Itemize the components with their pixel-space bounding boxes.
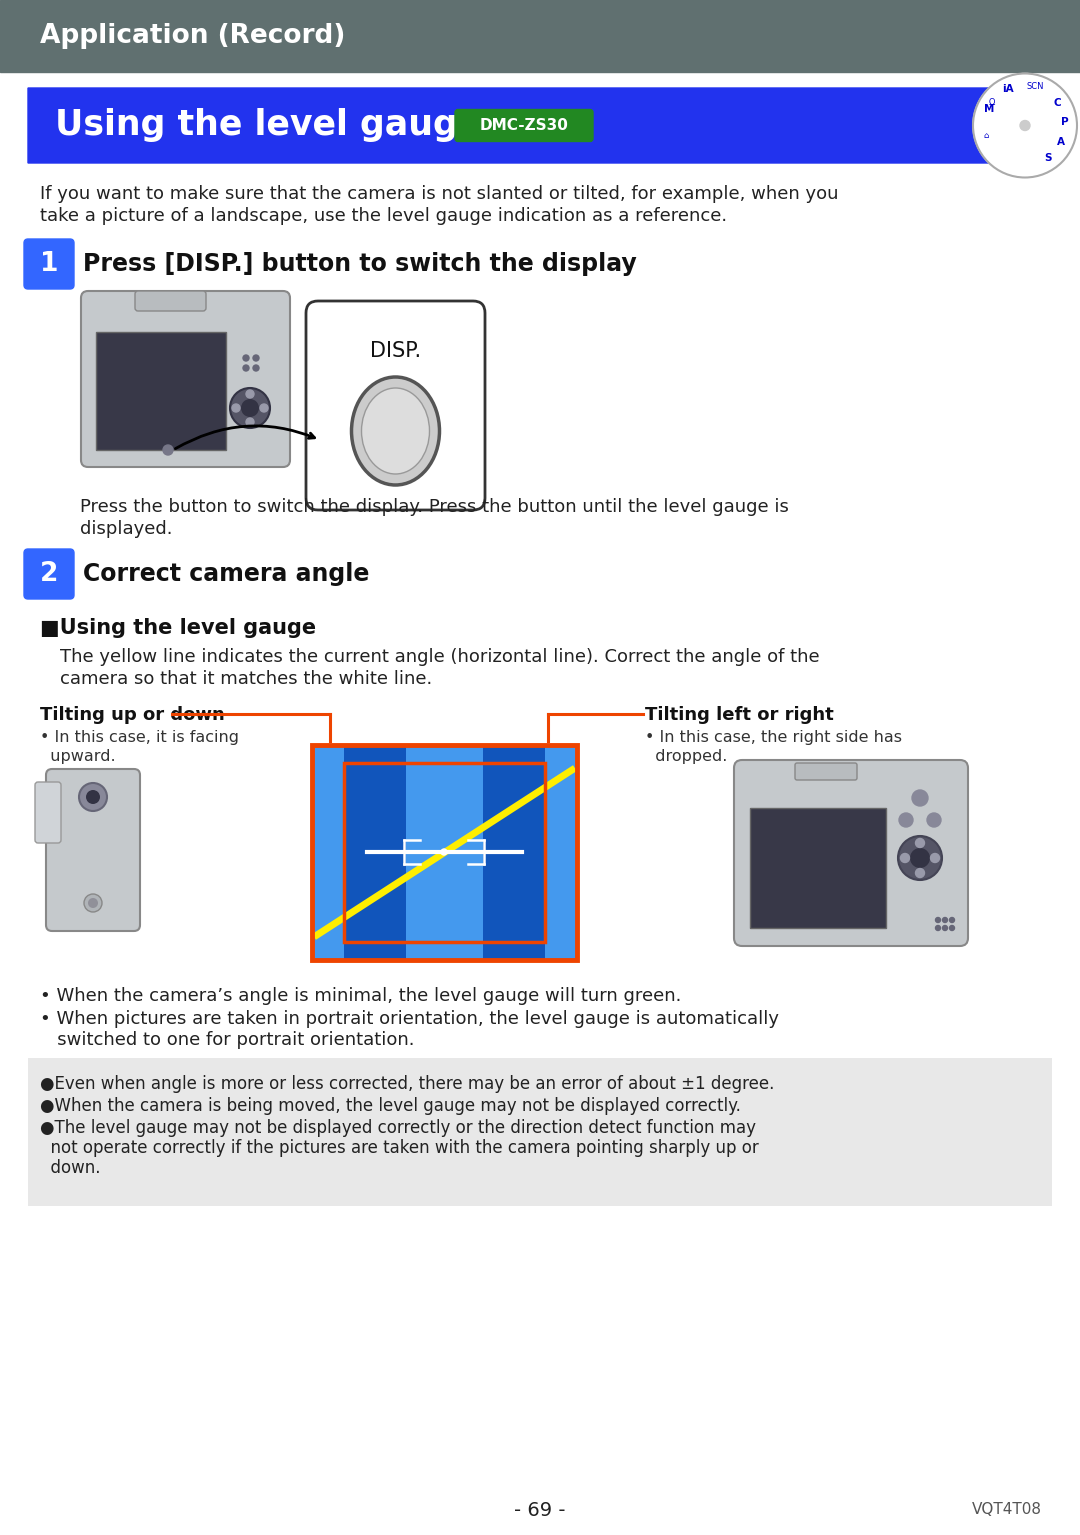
Text: 1: 1 bbox=[40, 252, 58, 276]
Text: A: A bbox=[1057, 138, 1065, 147]
Circle shape bbox=[943, 926, 947, 930]
Circle shape bbox=[901, 853, 909, 863]
Text: ●When the camera is being moved, the level gauge may not be displayed correctly.: ●When the camera is being moved, the lev… bbox=[40, 1098, 741, 1114]
Circle shape bbox=[973, 74, 1077, 178]
Text: Ω: Ω bbox=[989, 98, 996, 107]
Bar bbox=[96, 332, 226, 450]
Text: M: M bbox=[984, 103, 994, 114]
Text: If you want to make sure that the camera is not slanted or tilted, for example, : If you want to make sure that the camera… bbox=[40, 186, 838, 203]
Circle shape bbox=[243, 355, 249, 361]
Circle shape bbox=[935, 918, 941, 923]
Text: camera so that it matches the white line.: camera so that it matches the white line… bbox=[60, 669, 432, 688]
Text: not operate correctly if the pictures are taken with the camera pointing sharply: not operate correctly if the pictures ar… bbox=[40, 1139, 759, 1157]
Text: DISP.: DISP. bbox=[370, 341, 421, 361]
Text: - 69 -: - 69 - bbox=[514, 1501, 566, 1520]
Circle shape bbox=[910, 847, 930, 867]
Text: ●Even when angle is more or less corrected, there may be an error of about ±1 de: ●Even when angle is more or less correct… bbox=[40, 1074, 774, 1093]
Text: VQT4T08: VQT4T08 bbox=[972, 1503, 1042, 1518]
Circle shape bbox=[243, 365, 249, 371]
Circle shape bbox=[897, 837, 942, 880]
Circle shape bbox=[949, 918, 955, 923]
Circle shape bbox=[899, 814, 913, 827]
FancyBboxPatch shape bbox=[455, 109, 593, 141]
FancyBboxPatch shape bbox=[24, 239, 75, 289]
Text: S: S bbox=[1044, 154, 1052, 163]
Text: ⌂: ⌂ bbox=[984, 132, 989, 140]
Text: ■Using the level gauge: ■Using the level gauge bbox=[40, 619, 316, 639]
Circle shape bbox=[912, 791, 928, 806]
Circle shape bbox=[1020, 121, 1030, 130]
Circle shape bbox=[230, 388, 270, 428]
Text: ●The level gauge may not be displayed correctly or the direction detect function: ●The level gauge may not be displayed co… bbox=[40, 1119, 756, 1137]
Text: Using the level gauge: Using the level gauge bbox=[55, 109, 482, 143]
Text: Press [DISP.] button to switch the display: Press [DISP.] button to switch the displ… bbox=[83, 252, 637, 276]
Bar bbox=[0, 0, 1080, 72]
Circle shape bbox=[79, 783, 107, 810]
Circle shape bbox=[916, 838, 924, 847]
Circle shape bbox=[927, 814, 941, 827]
FancyBboxPatch shape bbox=[135, 292, 206, 312]
Circle shape bbox=[241, 399, 259, 418]
FancyBboxPatch shape bbox=[306, 301, 485, 510]
Text: Tilting up or down: Tilting up or down bbox=[40, 706, 225, 725]
Text: The yellow line indicates the current angle (horizontal line). Correct the angle: The yellow line indicates the current an… bbox=[60, 648, 820, 666]
Circle shape bbox=[949, 926, 955, 930]
FancyBboxPatch shape bbox=[35, 781, 60, 843]
Circle shape bbox=[441, 849, 447, 855]
Text: Application (Record): Application (Record) bbox=[40, 23, 346, 49]
Circle shape bbox=[87, 898, 98, 909]
Text: • In this case, it is facing: • In this case, it is facing bbox=[40, 731, 239, 744]
Circle shape bbox=[916, 869, 924, 878]
Bar bbox=[345, 744, 406, 959]
Ellipse shape bbox=[362, 388, 430, 474]
Circle shape bbox=[86, 791, 100, 804]
Circle shape bbox=[232, 404, 240, 411]
Text: P: P bbox=[1061, 117, 1069, 127]
Text: iA: iA bbox=[1002, 84, 1014, 94]
Text: • In this case, the right side has: • In this case, the right side has bbox=[645, 731, 902, 744]
Circle shape bbox=[260, 404, 268, 411]
Bar bbox=[750, 807, 886, 929]
Text: down.: down. bbox=[40, 1159, 100, 1177]
Bar bbox=[312, 744, 577, 959]
Text: Correct camera angle: Correct camera angle bbox=[83, 562, 369, 586]
Text: Tilting left or right: Tilting left or right bbox=[645, 706, 834, 725]
Text: take a picture of a landscape, use the level gauge indication as a reference.: take a picture of a landscape, use the l… bbox=[40, 207, 727, 226]
Circle shape bbox=[253, 365, 259, 371]
FancyBboxPatch shape bbox=[795, 763, 858, 780]
Text: upward.: upward. bbox=[40, 749, 116, 764]
Circle shape bbox=[246, 390, 254, 398]
Text: • When the camera’s angle is minimal, the level gauge will turn green.: • When the camera’s angle is minimal, th… bbox=[40, 987, 681, 1005]
FancyBboxPatch shape bbox=[81, 292, 291, 467]
Circle shape bbox=[253, 355, 259, 361]
Text: Press the button to switch the display. Press the button until the level gauge i: Press the button to switch the display. … bbox=[80, 497, 788, 516]
FancyBboxPatch shape bbox=[734, 760, 968, 946]
Circle shape bbox=[246, 418, 254, 427]
Circle shape bbox=[931, 853, 940, 863]
FancyBboxPatch shape bbox=[24, 550, 75, 599]
Bar bbox=[345, 763, 545, 942]
Text: switched to one for portrait orientation.: switched to one for portrait orientation… bbox=[40, 1032, 415, 1048]
Text: • When pictures are taken in portrait orientation, the level gauge is automatica: • When pictures are taken in portrait or… bbox=[40, 1010, 779, 1028]
Circle shape bbox=[163, 445, 173, 454]
FancyBboxPatch shape bbox=[28, 87, 1018, 163]
Text: displayed.: displayed. bbox=[80, 520, 173, 537]
Bar bbox=[483, 744, 545, 959]
Text: 2: 2 bbox=[40, 560, 58, 586]
Text: dropped.: dropped. bbox=[645, 749, 727, 764]
Circle shape bbox=[935, 926, 941, 930]
Ellipse shape bbox=[351, 378, 440, 485]
Circle shape bbox=[84, 893, 102, 912]
Circle shape bbox=[943, 918, 947, 923]
FancyBboxPatch shape bbox=[46, 769, 140, 932]
Text: C: C bbox=[1054, 98, 1062, 107]
Text: DMC-ZS30: DMC-ZS30 bbox=[480, 118, 568, 134]
Text: SCN: SCN bbox=[1027, 83, 1044, 92]
Bar bbox=[312, 744, 577, 959]
Bar bbox=[28, 1058, 1052, 1207]
